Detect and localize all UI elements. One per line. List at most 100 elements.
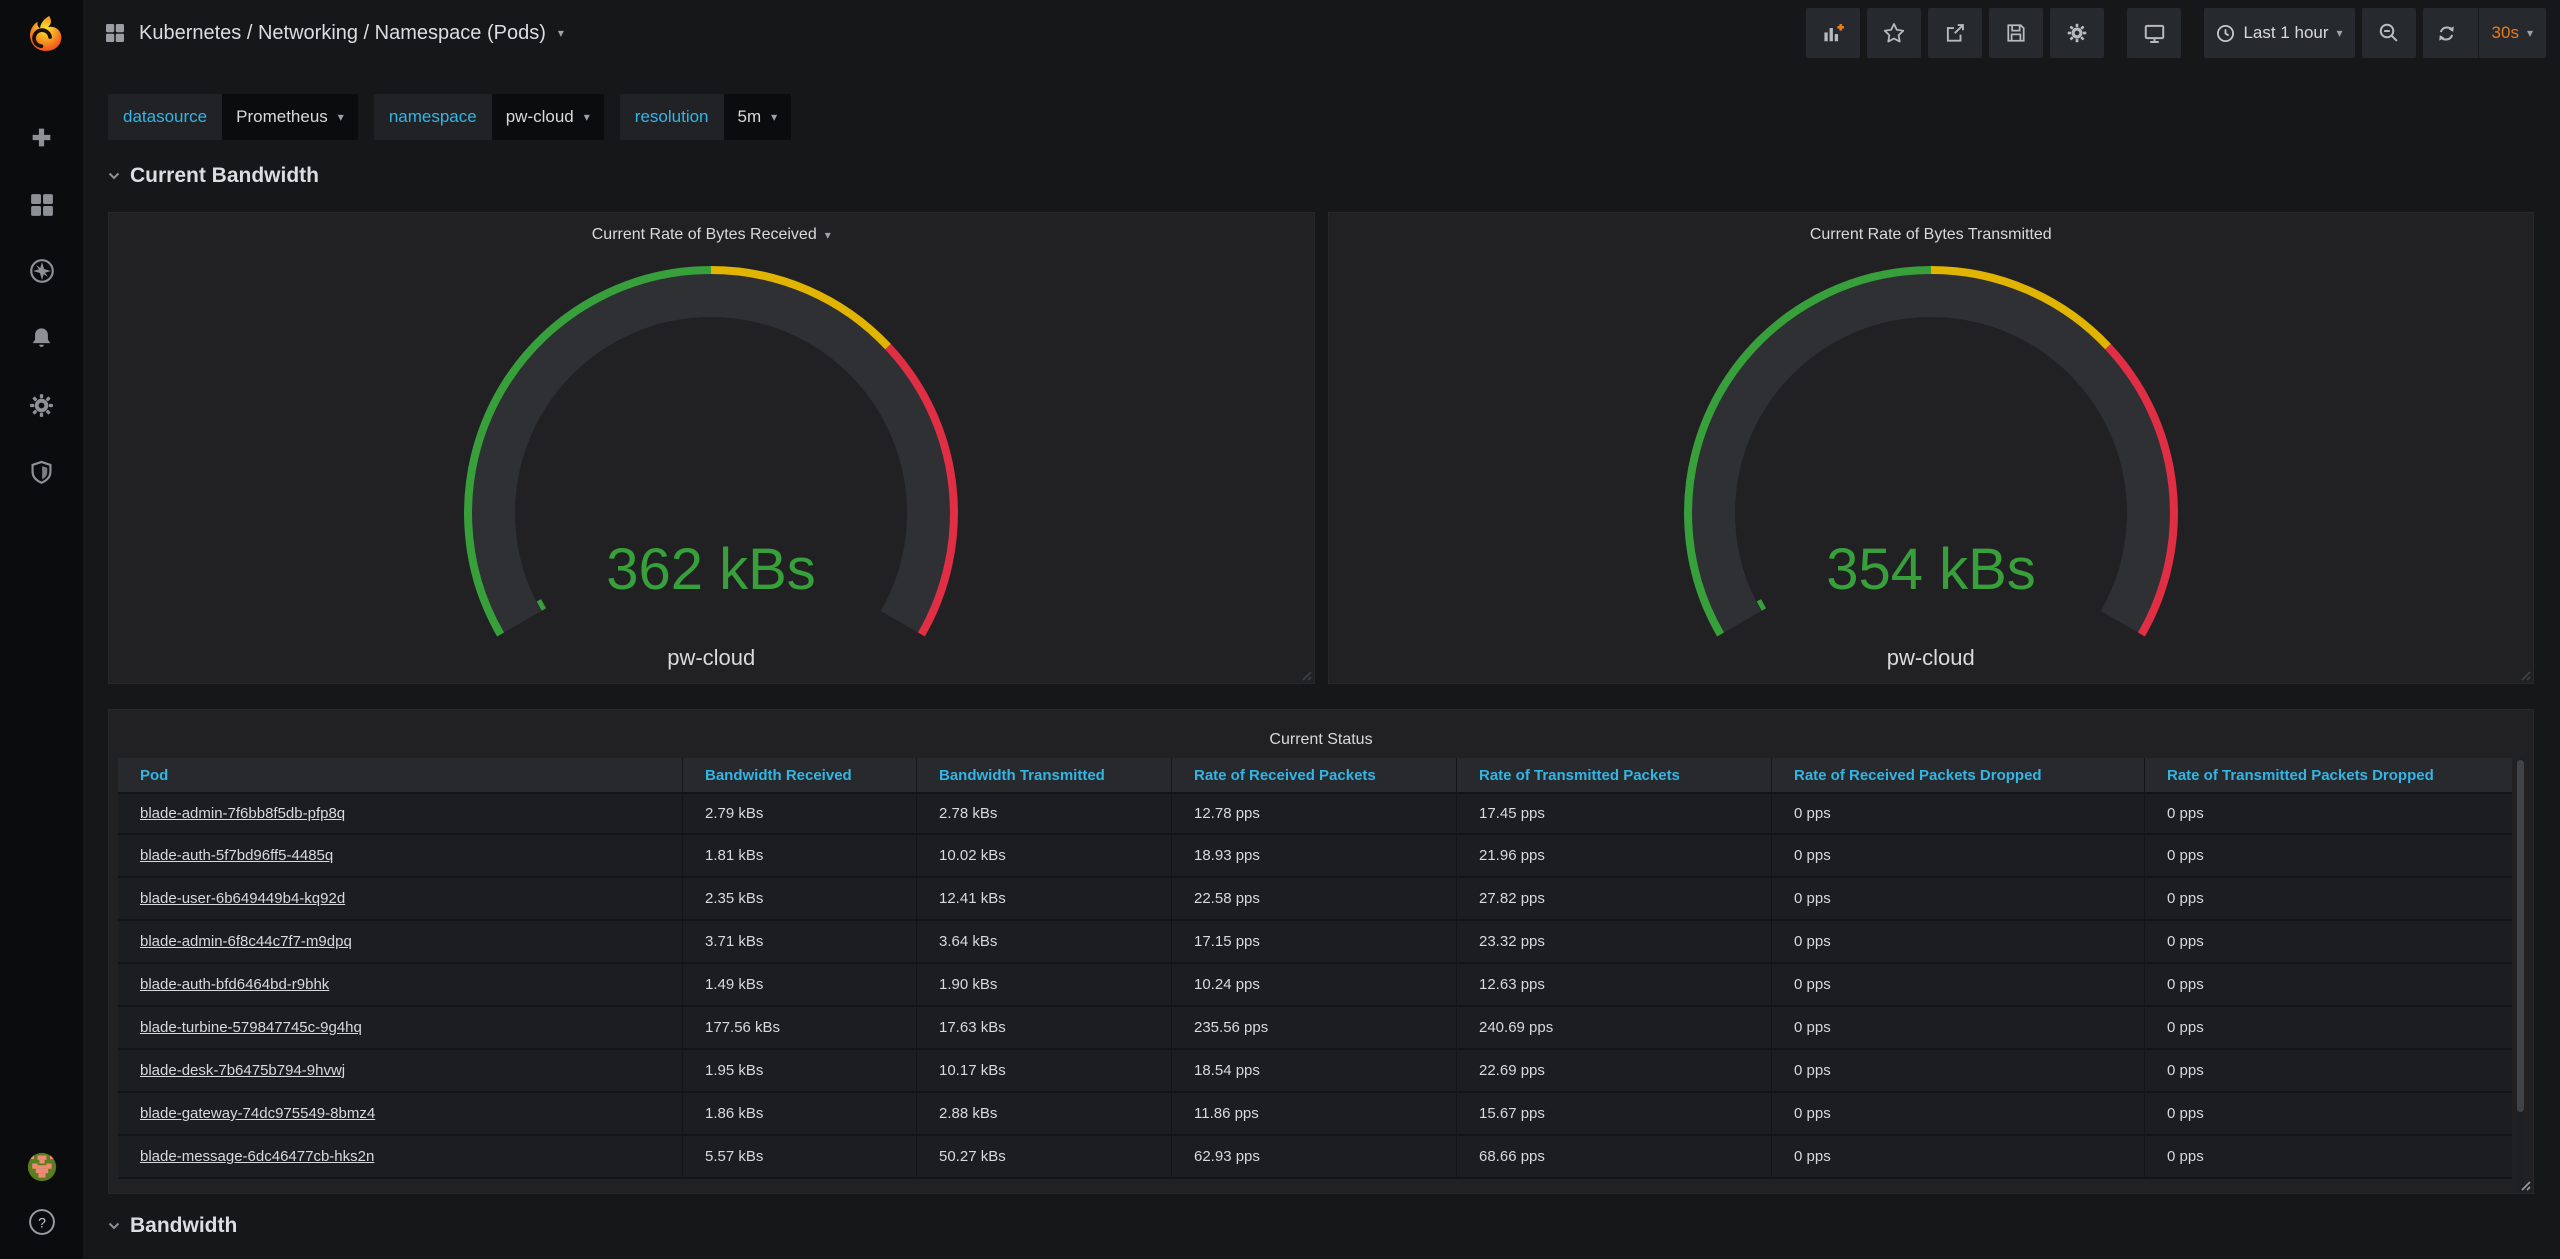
variable-datasource-value[interactable]: Prometheus ▾: [222, 94, 358, 140]
table-cell: 12.41 kBs: [917, 878, 1172, 921]
dropdown-caret-icon: ▾: [337, 110, 344, 124]
panel-menu-bytes-received[interactable]: Current Rate of Bytes Received ▾: [109, 213, 1314, 247]
table-cell: 1.90 kBs: [917, 964, 1172, 1007]
table-cell: 17.15 pps: [1172, 921, 1457, 964]
zoom-out-time-button[interactable]: [2361, 8, 2416, 58]
dashboard-settings-button[interactable]: [2050, 8, 2105, 58]
user-avatar[interactable]: [27, 1152, 57, 1182]
status-table-body: blade-admin-7f6bb8f5db-pfp8q 2.79 kBs 2.78…: [118, 792, 2512, 1179]
table-row: blade-desk-7b6475b794-9hvwj 1.95 kBs 10.17…: [118, 1050, 2512, 1093]
table-cell: 5.57 kBs: [683, 1136, 917, 1179]
dashboard-title-dropdown[interactable]: Kubernetes / Networking / Namespace (Pod…: [103, 21, 564, 45]
add-menu-item[interactable]: [27, 122, 57, 152]
pod-link[interactable]: blade-turbine-579847745c-9g4hq: [140, 1019, 362, 1036]
table-cell: 1.81 kBs: [683, 835, 917, 878]
panel-resize-handle[interactable]: [2519, 669, 2531, 681]
table-cell: 0 pps: [2145, 1050, 2512, 1093]
cycle-view-mode-button[interactable]: [2127, 8, 2182, 58]
pod-link[interactable]: blade-user-6b649449b4-kq92d: [140, 890, 346, 907]
explore-compass-icon: [29, 259, 54, 283]
tv-monitor-icon: [2144, 24, 2165, 43]
table-cell: 235.56 pps: [1172, 1007, 1457, 1050]
pod-link[interactable]: blade-auth-5f7bd96ff5-4485q: [140, 847, 334, 864]
table-cell: 18.54 pps: [1172, 1050, 1457, 1093]
table-cell: 0 pps: [2145, 878, 2512, 921]
pod-link[interactable]: blade-gateway-74dc975549-8bmz4: [140, 1105, 376, 1122]
apps-grid-icon: [106, 24, 124, 42]
help-button[interactable]: ?: [27, 1207, 57, 1237]
save-dashboard-button[interactable]: [1989, 8, 2044, 58]
table-row: blade-admin-7f6bb8f5db-pfp8q 2.79 kBs 2.78…: [118, 792, 2512, 835]
add-panel-icon: [1824, 23, 1845, 42]
table-cell: 11.86 pps: [1172, 1093, 1457, 1136]
configuration-menu-item[interactable]: [27, 390, 57, 420]
pod-link[interactable]: blade-desk-7b6475b794-9hvwj: [140, 1062, 346, 1079]
variable-resolution-value[interactable]: 5m ▾: [723, 94, 792, 140]
table-cell: 62.93 pps: [1172, 1136, 1457, 1179]
refresh-interval-dropdown[interactable]: 30s ▾: [2477, 8, 2546, 58]
column-header[interactable]: Pod: [118, 758, 683, 792]
pod-link[interactable]: blade-message-6dc46477cb-hks2n: [140, 1148, 375, 1165]
table-scrollbar-thumb[interactable]: [2517, 760, 2524, 1112]
table-cell: blade-auth-bfd6464bd-r9bhk: [118, 964, 683, 1007]
chevron-down-icon: [108, 172, 120, 180]
table-cell: 2.79 kBs: [683, 792, 917, 835]
panel-menu-current-status[interactable]: Current Status: [109, 710, 2533, 758]
dashboards-grid-icon: [31, 193, 53, 216]
table-cell: 0 pps: [1772, 878, 2145, 921]
column-header[interactable]: Rate of Transmitted Packets: [1457, 758, 1772, 792]
refresh-dashboard-button[interactable]: [2423, 8, 2470, 58]
table-cell: blade-desk-7b6475b794-9hvwj: [118, 1050, 683, 1093]
add-panel-button[interactable]: [1806, 8, 1861, 58]
table-row: blade-auth-bfd6464bd-r9bhk 1.49 kBs 1.90 k…: [118, 964, 2512, 1007]
refresh-controls: 30s ▾: [2422, 8, 2546, 58]
table-cell: 0 pps: [1772, 792, 2145, 835]
avatar-image: [27, 1152, 56, 1182]
alerting-menu-item[interactable]: [27, 323, 57, 353]
table-cell: 0 pps: [1772, 835, 2145, 878]
gauge-series-label: pw-cloud: [1886, 645, 1975, 670]
column-header[interactable]: Bandwidth Transmitted: [917, 758, 1172, 792]
pod-link[interactable]: blade-admin-7f6bb8f5db-pfp8q: [140, 805, 346, 822]
panel-resize-handle[interactable]: [1300, 669, 1312, 681]
row-bandwidth[interactable]: Bandwidth: [108, 1210, 2534, 1242]
clock-icon: [2217, 24, 2235, 42]
navbar-actions: Last 1 hour ▾: [1806, 8, 2546, 58]
table-cell: 3.71 kBs: [683, 921, 917, 964]
table-cell: 1.86 kBs: [683, 1093, 917, 1136]
star-dashboard-button[interactable]: [1867, 8, 1922, 58]
column-header[interactable]: Rate of Received Packets Dropped: [1772, 758, 2145, 792]
column-header[interactable]: Rate of Transmitted Packets Dropped: [2145, 758, 2512, 792]
help-icon: ?: [28, 1209, 55, 1235]
table-cell: 22.69 pps: [1457, 1050, 1772, 1093]
panel-menu-bytes-transmitted[interactable]: Current Rate of Bytes Transmitted: [1329, 213, 2534, 247]
time-range-label: Last 1 hour: [2243, 23, 2329, 42]
panel-title: Current Rate of Bytes Transmitted: [1809, 226, 2052, 243]
gauge-value: 354 kBs: [1826, 537, 2036, 602]
variable-namespace: namespace pw-cloud ▾: [373, 94, 604, 140]
share-dashboard-button[interactable]: [1928, 8, 1983, 58]
plus-icon: [32, 128, 51, 146]
column-header[interactable]: Rate of Received Packets: [1172, 758, 1457, 792]
time-range-picker[interactable]: Last 1 hour ▾: [2204, 8, 2355, 58]
table-row: blade-admin-6f8c44c7f7-m9dpq 3.71 kBs 3.64…: [118, 921, 2512, 964]
grafana-logo[interactable]: [12, 6, 72, 66]
dropdown-caret-icon: ▾: [771, 110, 778, 124]
table-cell: 22.58 pps: [1172, 878, 1457, 921]
row-current-bandwidth[interactable]: Current Bandwidth: [108, 160, 2534, 192]
status-table-head: Pod Bandwidth Received Bandwidth Transmitt…: [118, 758, 2512, 792]
table-cell: 68.66 pps: [1457, 1136, 1772, 1179]
column-header[interactable]: Bandwidth Received: [683, 758, 917, 792]
panel-resize-handle[interactable]: [2519, 1179, 2531, 1191]
shield-icon: [31, 460, 52, 484]
dashboards-menu-item[interactable]: [27, 189, 57, 219]
variable-namespace-value[interactable]: pw-cloud ▾: [491, 94, 604, 140]
pod-link[interactable]: blade-auth-bfd6464bd-r9bhk: [140, 976, 330, 993]
table-cell: blade-turbine-579847745c-9g4hq: [118, 1007, 683, 1050]
table-cell: blade-message-6dc46477cb-hks2n: [118, 1136, 683, 1179]
refresh-interval-caret-icon: ▾: [2526, 26, 2533, 40]
variable-resolution-selected: 5m: [737, 107, 762, 126]
server-admin-menu-item[interactable]: [27, 457, 57, 487]
pod-link[interactable]: blade-admin-6f8c44c7f7-m9dpq: [140, 933, 352, 950]
explore-menu-item[interactable]: [27, 256, 57, 286]
